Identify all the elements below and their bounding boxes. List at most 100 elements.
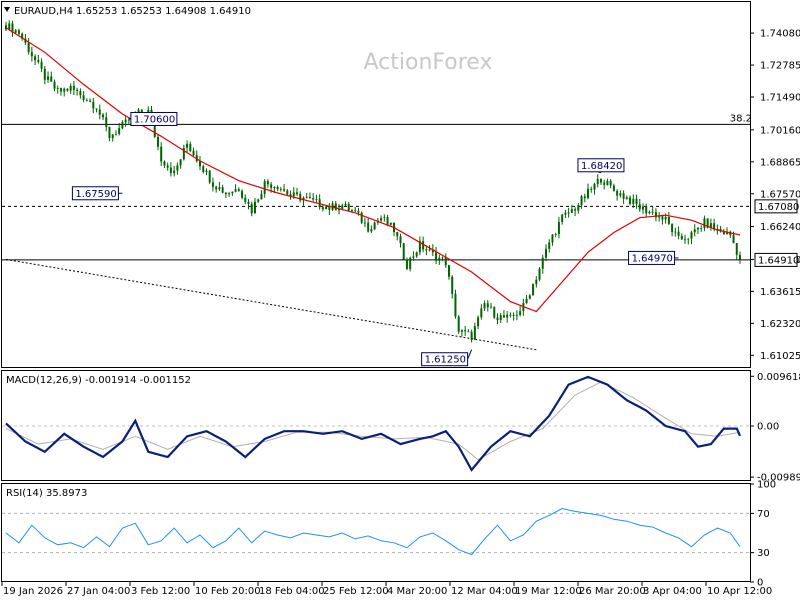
candle-body: [367, 222, 370, 232]
candle-body: [363, 222, 366, 224]
candle-body: [137, 109, 140, 114]
candle-body: [160, 146, 163, 162]
candle-body: [629, 197, 632, 204]
candle-body: [234, 189, 237, 192]
rsi-pane[interactable]: RSI(14) 35.8973 100 70 30 0: [1, 480, 777, 589]
time-tick-label: 27 Jan 04:00: [67, 586, 130, 597]
candle-body: [700, 228, 703, 229]
candle-body: [687, 238, 690, 240]
candle-body: [373, 222, 376, 230]
candle-body: [334, 203, 337, 211]
candle-body: [499, 315, 502, 321]
candle-body: [544, 248, 547, 258]
time-axis: 19 Jan 2026 27 Jan 04:00 3 Feb 12:00 10 Feb…: [1, 582, 772, 597]
candle-body: [247, 201, 250, 204]
candle-body: [706, 218, 709, 228]
candle-body: [389, 222, 392, 225]
time-tick-label: 10 Apr 12:00: [707, 586, 772, 597]
candle-body: [732, 235, 735, 244]
candle-body: [726, 231, 729, 235]
candle-body: [703, 218, 706, 229]
candle-body: [512, 315, 515, 316]
candle-body: [593, 183, 596, 190]
candle-body: [596, 179, 599, 184]
main-price-pane[interactable]: ActionForex EURAUD,H4 1.65253 1.65253 1.…: [1, 1, 800, 368]
candle-body: [619, 193, 622, 196]
candle-body: [696, 228, 699, 230]
price-tick-label: 1.67570: [760, 189, 800, 200]
candle-body: [680, 235, 683, 240]
annotations-layer: 1.70600 1.67590 1.68420 1.64970 1.61250: [71, 111, 679, 367]
candle-body: [690, 232, 693, 239]
candle-body: [415, 252, 418, 257]
candle-body: [606, 180, 609, 185]
rsi-lines-layer: [2, 507, 750, 556]
candle-body: [14, 30, 17, 33]
candle-body: [166, 165, 169, 168]
candle-body: [56, 88, 59, 89]
candle-body: [37, 60, 40, 62]
candle-body: [635, 198, 638, 205]
candle-body: [677, 231, 680, 236]
macd-tick-label: 0.00: [757, 422, 779, 433]
candle-body: [338, 208, 341, 211]
candle-body: [538, 268, 541, 280]
candle-body: [270, 184, 273, 188]
candle-body: [169, 167, 172, 173]
candle-body: [664, 216, 667, 220]
candle-body: [69, 85, 72, 91]
candle-body: [612, 185, 615, 191]
candle-body: [292, 192, 295, 196]
candle-body: [661, 216, 664, 220]
candle-body: [92, 101, 95, 109]
candle-body: [11, 23, 14, 33]
candle-body: [651, 211, 654, 213]
candle-body: [370, 229, 373, 232]
time-tick-label: 18 Feb 04:00: [259, 586, 325, 597]
candle-body: [735, 243, 738, 255]
candle-body: [211, 182, 214, 187]
macd-pane[interactable]: MACD(12,26,9) -0.001914 -0.001152 0.0096…: [1, 370, 800, 484]
candle-body: [502, 315, 505, 318]
trendline-layer[interactable]: [5, 258, 537, 351]
candle-body: [299, 193, 302, 201]
candle-body: [464, 330, 467, 332]
candle-body: [250, 203, 253, 214]
candle-body: [693, 229, 696, 233]
level-axis-label: 1.67080: [758, 202, 799, 213]
candle-body: [95, 108, 98, 110]
candle-body: [27, 42, 30, 53]
time-tick-label: 19 Jan 2026: [3, 586, 63, 597]
macd-axis: 0.009618 0.00 -0.009892: [750, 372, 800, 484]
candle-body: [525, 298, 528, 304]
annotation-label: 1.64970: [632, 253, 673, 264]
time-tick-label: 4 Mar 20:00: [387, 586, 447, 597]
candle-body: [279, 189, 282, 190]
candle-body: [350, 210, 353, 212]
candle-body: [325, 206, 328, 210]
candle-body: [409, 257, 412, 269]
candle-body: [431, 249, 434, 253]
candle-body: [321, 207, 324, 210]
level-axis-box: [754, 252, 798, 267]
candle-body: [360, 212, 363, 223]
candle-body: [441, 257, 444, 259]
candle-body: [577, 205, 580, 211]
dropdown-triangle-icon[interactable]: [4, 7, 10, 12]
candle-body: [509, 314, 512, 316]
candle-body: [98, 109, 101, 115]
candle-body: [457, 316, 460, 332]
candle-body: [30, 52, 33, 57]
candle-body: [590, 188, 593, 190]
candle-body: [273, 186, 276, 188]
candle-body: [76, 89, 79, 92]
candle-body: [121, 122, 124, 129]
macd-tick-label: 0.009618: [757, 372, 800, 383]
candle-body: [173, 170, 176, 173]
candle-body: [425, 249, 428, 251]
candle-body: [192, 150, 195, 156]
candle-body: [286, 190, 289, 195]
candle-body: [312, 197, 315, 200]
candle-body: [486, 303, 489, 308]
